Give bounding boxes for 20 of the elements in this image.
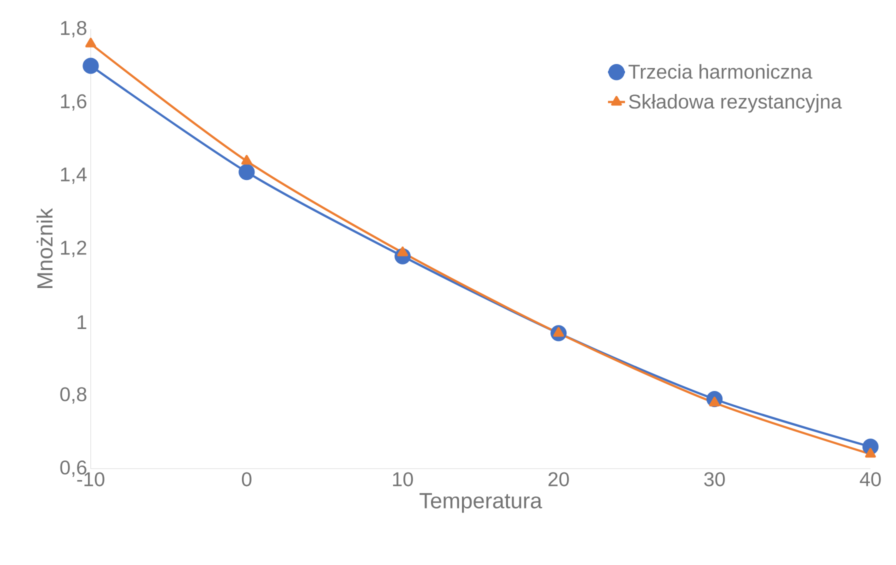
- y-tick-label: 1,6: [61, 94, 86, 111]
- legend-label: Składowa rezystancyjna: [629, 94, 842, 113]
- point: [82, 58, 99, 74]
- point: [865, 448, 876, 458]
- point: [241, 154, 252, 165]
- x-axis-title: Temperatura: [420, 493, 542, 513]
- y-axis-title: Mnożnik: [36, 208, 53, 288]
- x-tick-label: 30: [704, 472, 725, 486]
- y-tick-label: 1,4: [61, 168, 87, 184]
- x-tick-label: 10: [393, 472, 413, 486]
- x-tick-label: 20: [548, 472, 569, 486]
- x-tick-label: 0: [242, 472, 252, 486]
- x-tick-label: 40: [860, 472, 881, 486]
- point: [85, 38, 96, 48]
- y-tick-label: 1,2: [61, 240, 86, 258]
- y-tick-label: 1,8: [61, 20, 86, 38]
- legend-label: Trzecia harmoniczna: [628, 64, 812, 79]
- y-tick-label: 1: [78, 315, 86, 329]
- point: [238, 164, 255, 180]
- y-tick-label: 0,8: [60, 387, 86, 404]
